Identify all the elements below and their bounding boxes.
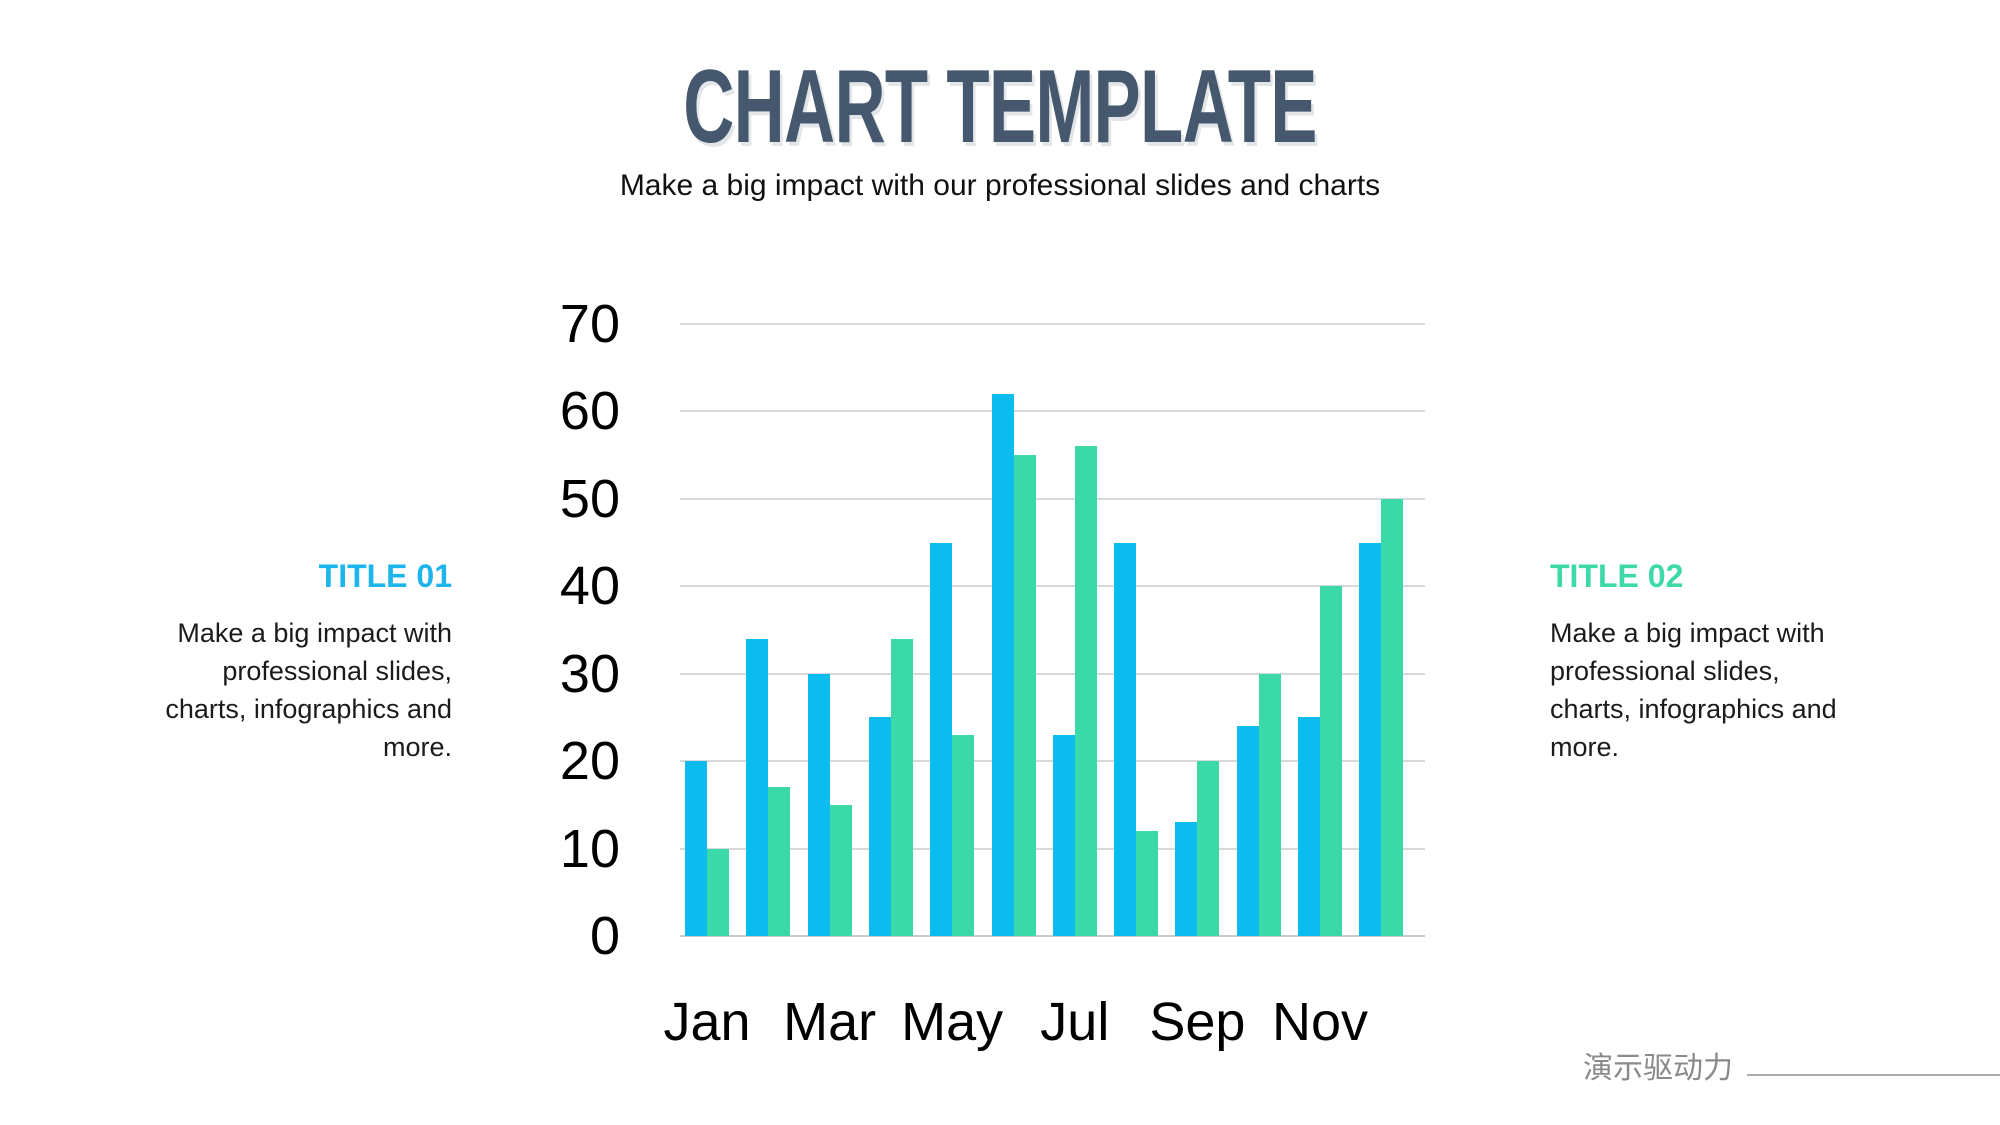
gridline-30	[680, 672, 1425, 675]
bar-aug-series-blue	[1114, 542, 1137, 936]
page-title: CHART TEMPLATE	[683, 49, 1317, 165]
bar-may-series-green	[952, 734, 975, 936]
bar-jul-series-blue	[1052, 734, 1075, 936]
x-axis-label-jan: Jan	[663, 992, 751, 1052]
bar-jan-series-blue	[685, 761, 707, 936]
right-block-title: TITLE 02	[1550, 558, 1684, 594]
left-text-block: TITLE 01 Make a big impact with professi…	[100, 556, 452, 766]
gridline-70	[680, 323, 1425, 325]
bar-mar-series-blue	[807, 673, 830, 936]
page-subtitle: Make a big impact with our professional …	[619, 169, 1381, 202]
footer-divider-line	[1747, 1074, 2000, 1076]
bar-nov-series-blue	[1298, 717, 1320, 936]
left-block-title: TITLE 01	[318, 558, 452, 594]
gridline-20	[680, 760, 1425, 763]
bar-jun-series-green	[1013, 455, 1036, 936]
bar-feb-series-blue	[746, 638, 769, 936]
bar-jan-series-green	[707, 848, 729, 936]
x-axis-label-sep: Sep	[1149, 992, 1246, 1052]
bar-feb-series-green	[768, 787, 791, 936]
bar-oct-series-blue	[1236, 726, 1259, 936]
bar-dec-series-green	[1381, 498, 1404, 936]
bar-jul-series-green	[1074, 446, 1097, 936]
y-axis-label-60: 60	[559, 381, 620, 442]
y-axis-label-30: 30	[559, 643, 620, 704]
bar-nov-series-green	[1320, 586, 1342, 936]
bar-jun-series-blue	[991, 393, 1014, 936]
footer-brand-text: 演示驱动力	[1583, 1051, 1733, 1086]
gridline-10	[680, 847, 1425, 850]
bar-aug-series-green	[1136, 831, 1159, 936]
y-axis-label-40: 40	[559, 556, 620, 617]
right-block-body: Make a big impact with professional slid…	[1550, 618, 1837, 762]
bar-apr-series-blue	[868, 717, 891, 936]
x-axis-label-may: May	[901, 992, 1004, 1052]
gridline-40	[680, 585, 1425, 588]
gridline-50	[680, 497, 1425, 500]
bar-may-series-blue	[930, 542, 953, 936]
y-axis-label-10: 10	[559, 818, 620, 879]
bar-dec-series-blue	[1359, 542, 1382, 936]
y-axis-label-0: 0	[589, 906, 620, 966]
bar-oct-series-green	[1258, 673, 1281, 936]
y-axis-label-50: 50	[559, 468, 620, 529]
y-axis-label-70: 70	[559, 294, 620, 354]
right-text-block: TITLE 02 Make a big impact with professi…	[1550, 556, 1895, 766]
bar-mar-series-green	[829, 804, 852, 936]
x-axis-label-nov: Nov	[1271, 992, 1369, 1052]
y-axis-label-20: 20	[559, 731, 620, 792]
left-block-body: Make a big impact with professional slid…	[165, 618, 452, 762]
bar-sep-series-blue	[1175, 822, 1198, 936]
x-axis-label-mar: Mar	[783, 992, 877, 1052]
x-axis-label-jul: Jul	[1040, 992, 1110, 1052]
bar-apr-series-green	[890, 638, 913, 936]
gridline-0	[680, 935, 1425, 937]
bar-sep-series-green	[1197, 761, 1220, 936]
gridline-60	[680, 410, 1425, 413]
